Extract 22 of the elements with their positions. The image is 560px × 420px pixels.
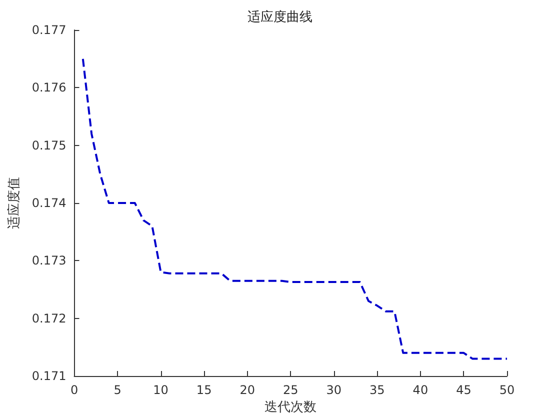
x-tick-label: 10: [153, 383, 168, 397]
x-tick-label: 40: [412, 383, 428, 397]
y-tick-label: 0.172: [32, 311, 66, 326]
x-tick-label: 30: [326, 383, 342, 397]
chart-title: 适应度曲线: [248, 9, 312, 25]
y-tick-label: 0.171: [32, 369, 66, 383]
x-tick-label: 50: [499, 383, 515, 397]
x-tick-label: 15: [196, 383, 212, 397]
line-series: [82, 58, 508, 360]
y-tick-label: 0.174: [32, 196, 66, 210]
y-tick-label: 0.175: [32, 138, 66, 152]
x-tick-label: 35: [370, 383, 385, 397]
x-tick-label: 45: [456, 383, 472, 397]
y-tick-label: 0.176: [32, 80, 66, 95]
y-tick-label: 0.173: [32, 254, 66, 268]
y-tick-label: 0.177: [32, 23, 66, 37]
x-tick-label: 25: [282, 383, 298, 397]
x-axis-title: 迭代次数: [264, 400, 317, 415]
x-tick-label: 5: [114, 383, 122, 397]
y-axis-title: 适应度值: [6, 177, 22, 229]
x-tick-label: 20: [240, 383, 255, 397]
x-tick-label: 0: [70, 383, 78, 397]
